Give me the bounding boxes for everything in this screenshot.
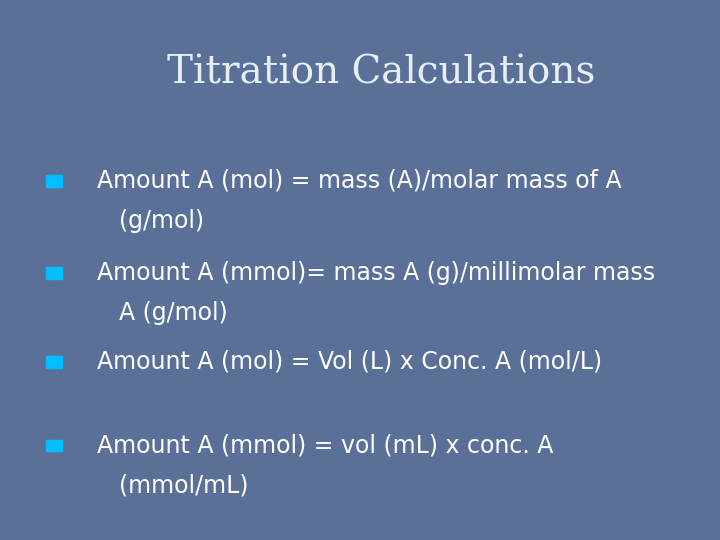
Text: Amount A (mmol) = vol (mL) x conc. A: Amount A (mmol) = vol (mL) x conc. A: [97, 434, 554, 457]
Text: (mmol/mL): (mmol/mL): [119, 474, 248, 498]
Bar: [46, 356, 62, 368]
Text: Amount A (mol) = Vol (L) x Conc. A (mol/L): Amount A (mol) = Vol (L) x Conc. A (mol/…: [97, 350, 603, 374]
Text: Titration Calculations: Titration Calculations: [168, 54, 595, 91]
Text: (g/mol): (g/mol): [119, 210, 204, 233]
Bar: [46, 175, 62, 187]
Bar: [46, 267, 62, 279]
Text: Amount A (mol) = mass (A)/molar mass of A: Amount A (mol) = mass (A)/molar mass of …: [97, 169, 622, 193]
Bar: [46, 440, 62, 451]
Text: A (g/mol): A (g/mol): [119, 301, 228, 325]
Text: Amount A (mmol)= mass A (g)/millimolar mass: Amount A (mmol)= mass A (g)/millimolar m…: [97, 261, 655, 285]
